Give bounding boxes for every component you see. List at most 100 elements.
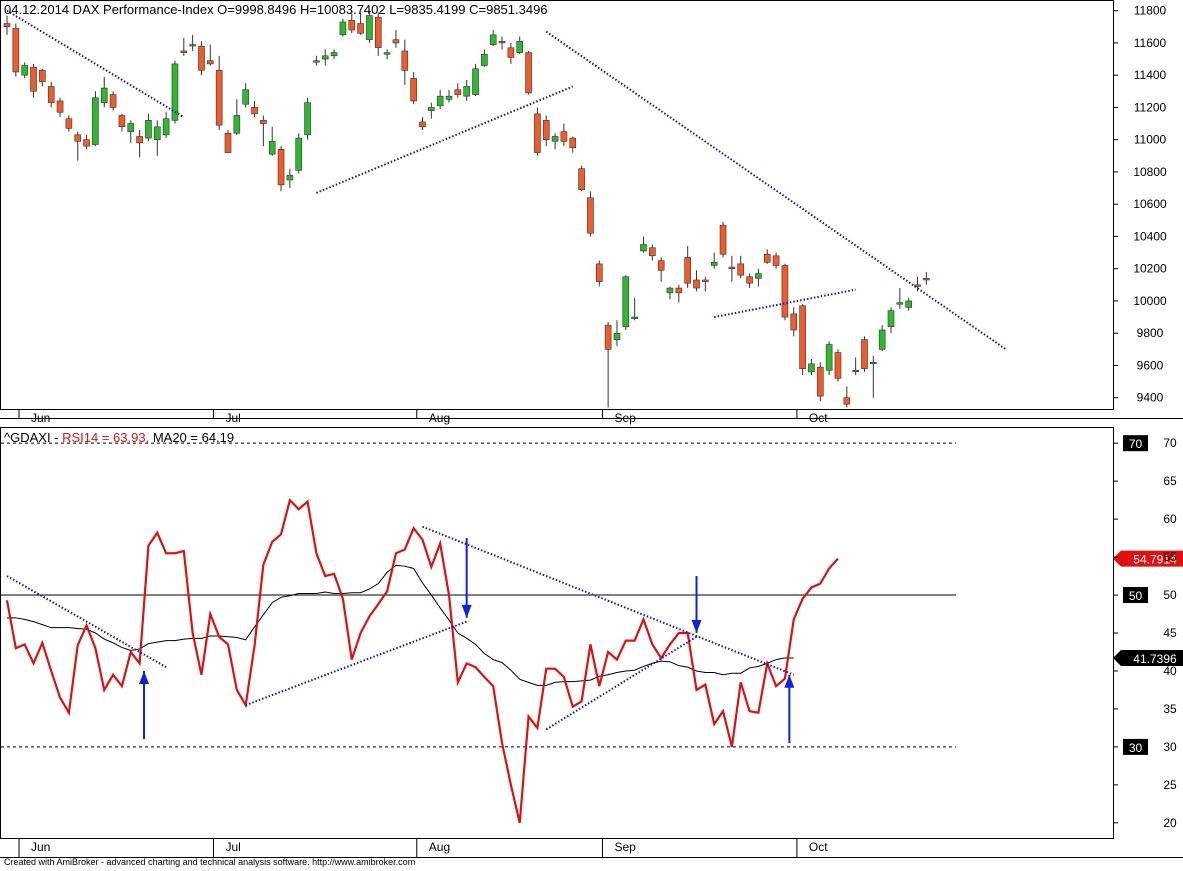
price-y-tick-label: 11200 [1134, 100, 1167, 114]
rsi-ref-badge-label: 70 [1129, 437, 1143, 451]
candle-body [622, 276, 630, 328]
candle-body [39, 70, 46, 82]
candle-body [763, 253, 771, 263]
rsi-y-tick-label: 35 [1163, 702, 1177, 716]
candle-body [905, 300, 912, 308]
rsi-ref-badge-label: 30 [1129, 741, 1143, 755]
rsi-header-prefix: ^GDAXI - [4, 430, 62, 445]
candle-body [374, 16, 382, 49]
candle-body [684, 257, 691, 284]
candle-body [198, 45, 205, 71]
candle-body [746, 276, 753, 284]
arrow-down-icon [461, 604, 472, 618]
candle-body [224, 132, 232, 153]
candle-body [401, 50, 409, 71]
candle-body [330, 52, 338, 57]
rsi-x-label: Aug [429, 840, 450, 854]
rsi-y-tick-label: 20 [1163, 816, 1177, 830]
price-header: 04.12.2014 DAX Performance-Index O=9998.… [4, 2, 548, 17]
rsi-pane-frame[interactable] [0, 427, 1114, 839]
candle-body [268, 141, 276, 155]
candle-body [171, 63, 179, 121]
price-y-tick-label: 10800 [1133, 165, 1167, 179]
rsi-y-tick-label: 70 [1163, 436, 1177, 450]
candle-body [613, 332, 621, 340]
rsi-trendline [422, 525, 795, 676]
rsi-value-badge [1113, 550, 1183, 567]
price-trendline [316, 85, 574, 194]
candle-body [207, 60, 214, 65]
candle-body [498, 41, 506, 44]
candle-body [56, 100, 64, 113]
candle-body [790, 313, 798, 331]
candle-body [843, 397, 851, 405]
candle-body [799, 305, 806, 369]
candle-body [878, 329, 886, 350]
candle-body [861, 339, 868, 369]
candle-body [923, 278, 930, 281]
candle-body [525, 52, 532, 94]
candle-body [3, 23, 11, 28]
candle-body [666, 287, 674, 294]
candle-body [710, 261, 718, 266]
candle-body [428, 107, 435, 111]
candle-body [109, 94, 117, 108]
candle-body [834, 352, 842, 379]
price-y-tick-label: 10600 [1133, 197, 1167, 211]
candle-body [560, 131, 568, 142]
candle-body [640, 244, 647, 252]
candle-body [92, 97, 99, 145]
candle-body [321, 55, 329, 60]
candle-body [702, 279, 709, 282]
candle-body [313, 60, 320, 63]
candle-body [242, 89, 249, 105]
rsi-header-rsi: RSI14 = 63.93, [62, 430, 149, 445]
candle-body [516, 41, 524, 53]
candle-body [74, 134, 82, 142]
price-x-label: Sep [614, 411, 636, 425]
candle-body [65, 118, 73, 129]
candle-body [383, 52, 391, 55]
rsi-ref-badge [1123, 587, 1148, 604]
price-trendline [545, 30, 1007, 351]
candle-body [286, 174, 294, 181]
candle-body [153, 126, 161, 140]
candle-body [569, 137, 577, 149]
price-y-tick-label: 11400 [1134, 68, 1167, 82]
price-y-tick-label: 11600 [1134, 36, 1167, 50]
candle-body [277, 149, 285, 186]
candle-body [542, 120, 550, 140]
price-y-tick-label: 9600 [1137, 358, 1164, 372]
rsi-x-label: Oct [809, 840, 828, 854]
candle-body [47, 86, 55, 103]
candle-body [348, 20, 356, 31]
candle-body [463, 86, 470, 97]
rsi-ref-badge-label: 50 [1129, 589, 1143, 603]
candle-body [233, 115, 241, 134]
axes: 9400 9600 9800 10000 10200 10400 10600 10800 110… [18, 0, 1183, 857]
rsi-y-tick-label: 65 [1163, 474, 1177, 488]
candle-body [728, 266, 736, 269]
candle-body [595, 263, 603, 282]
candle-body [304, 102, 311, 136]
candle-body [481, 53, 488, 66]
candle-body [410, 78, 417, 102]
rsi-y-tick-label: 50 [1163, 588, 1177, 602]
rsi-x-label: Jun [31, 840, 50, 854]
rsi14-line [5, 497, 839, 824]
candle-body [12, 28, 20, 73]
price-pane-frame[interactable] [0, 0, 1114, 410]
rsi-y-tick-label: 40 [1163, 664, 1177, 678]
rsi-header: ^GDAXI - RSI14 = 63.93, MA20 = 64.19 [4, 430, 234, 445]
candle-body [260, 120, 267, 124]
candle-body [489, 34, 497, 45]
candle-body [719, 224, 727, 255]
candle-body [781, 265, 789, 318]
rsi-y-tick-label: 25 [1163, 778, 1177, 792]
candle-body [657, 260, 665, 271]
candle-body [887, 310, 895, 328]
rsi-y-tick-label: 45 [1163, 626, 1177, 640]
candle-body [21, 65, 28, 76]
